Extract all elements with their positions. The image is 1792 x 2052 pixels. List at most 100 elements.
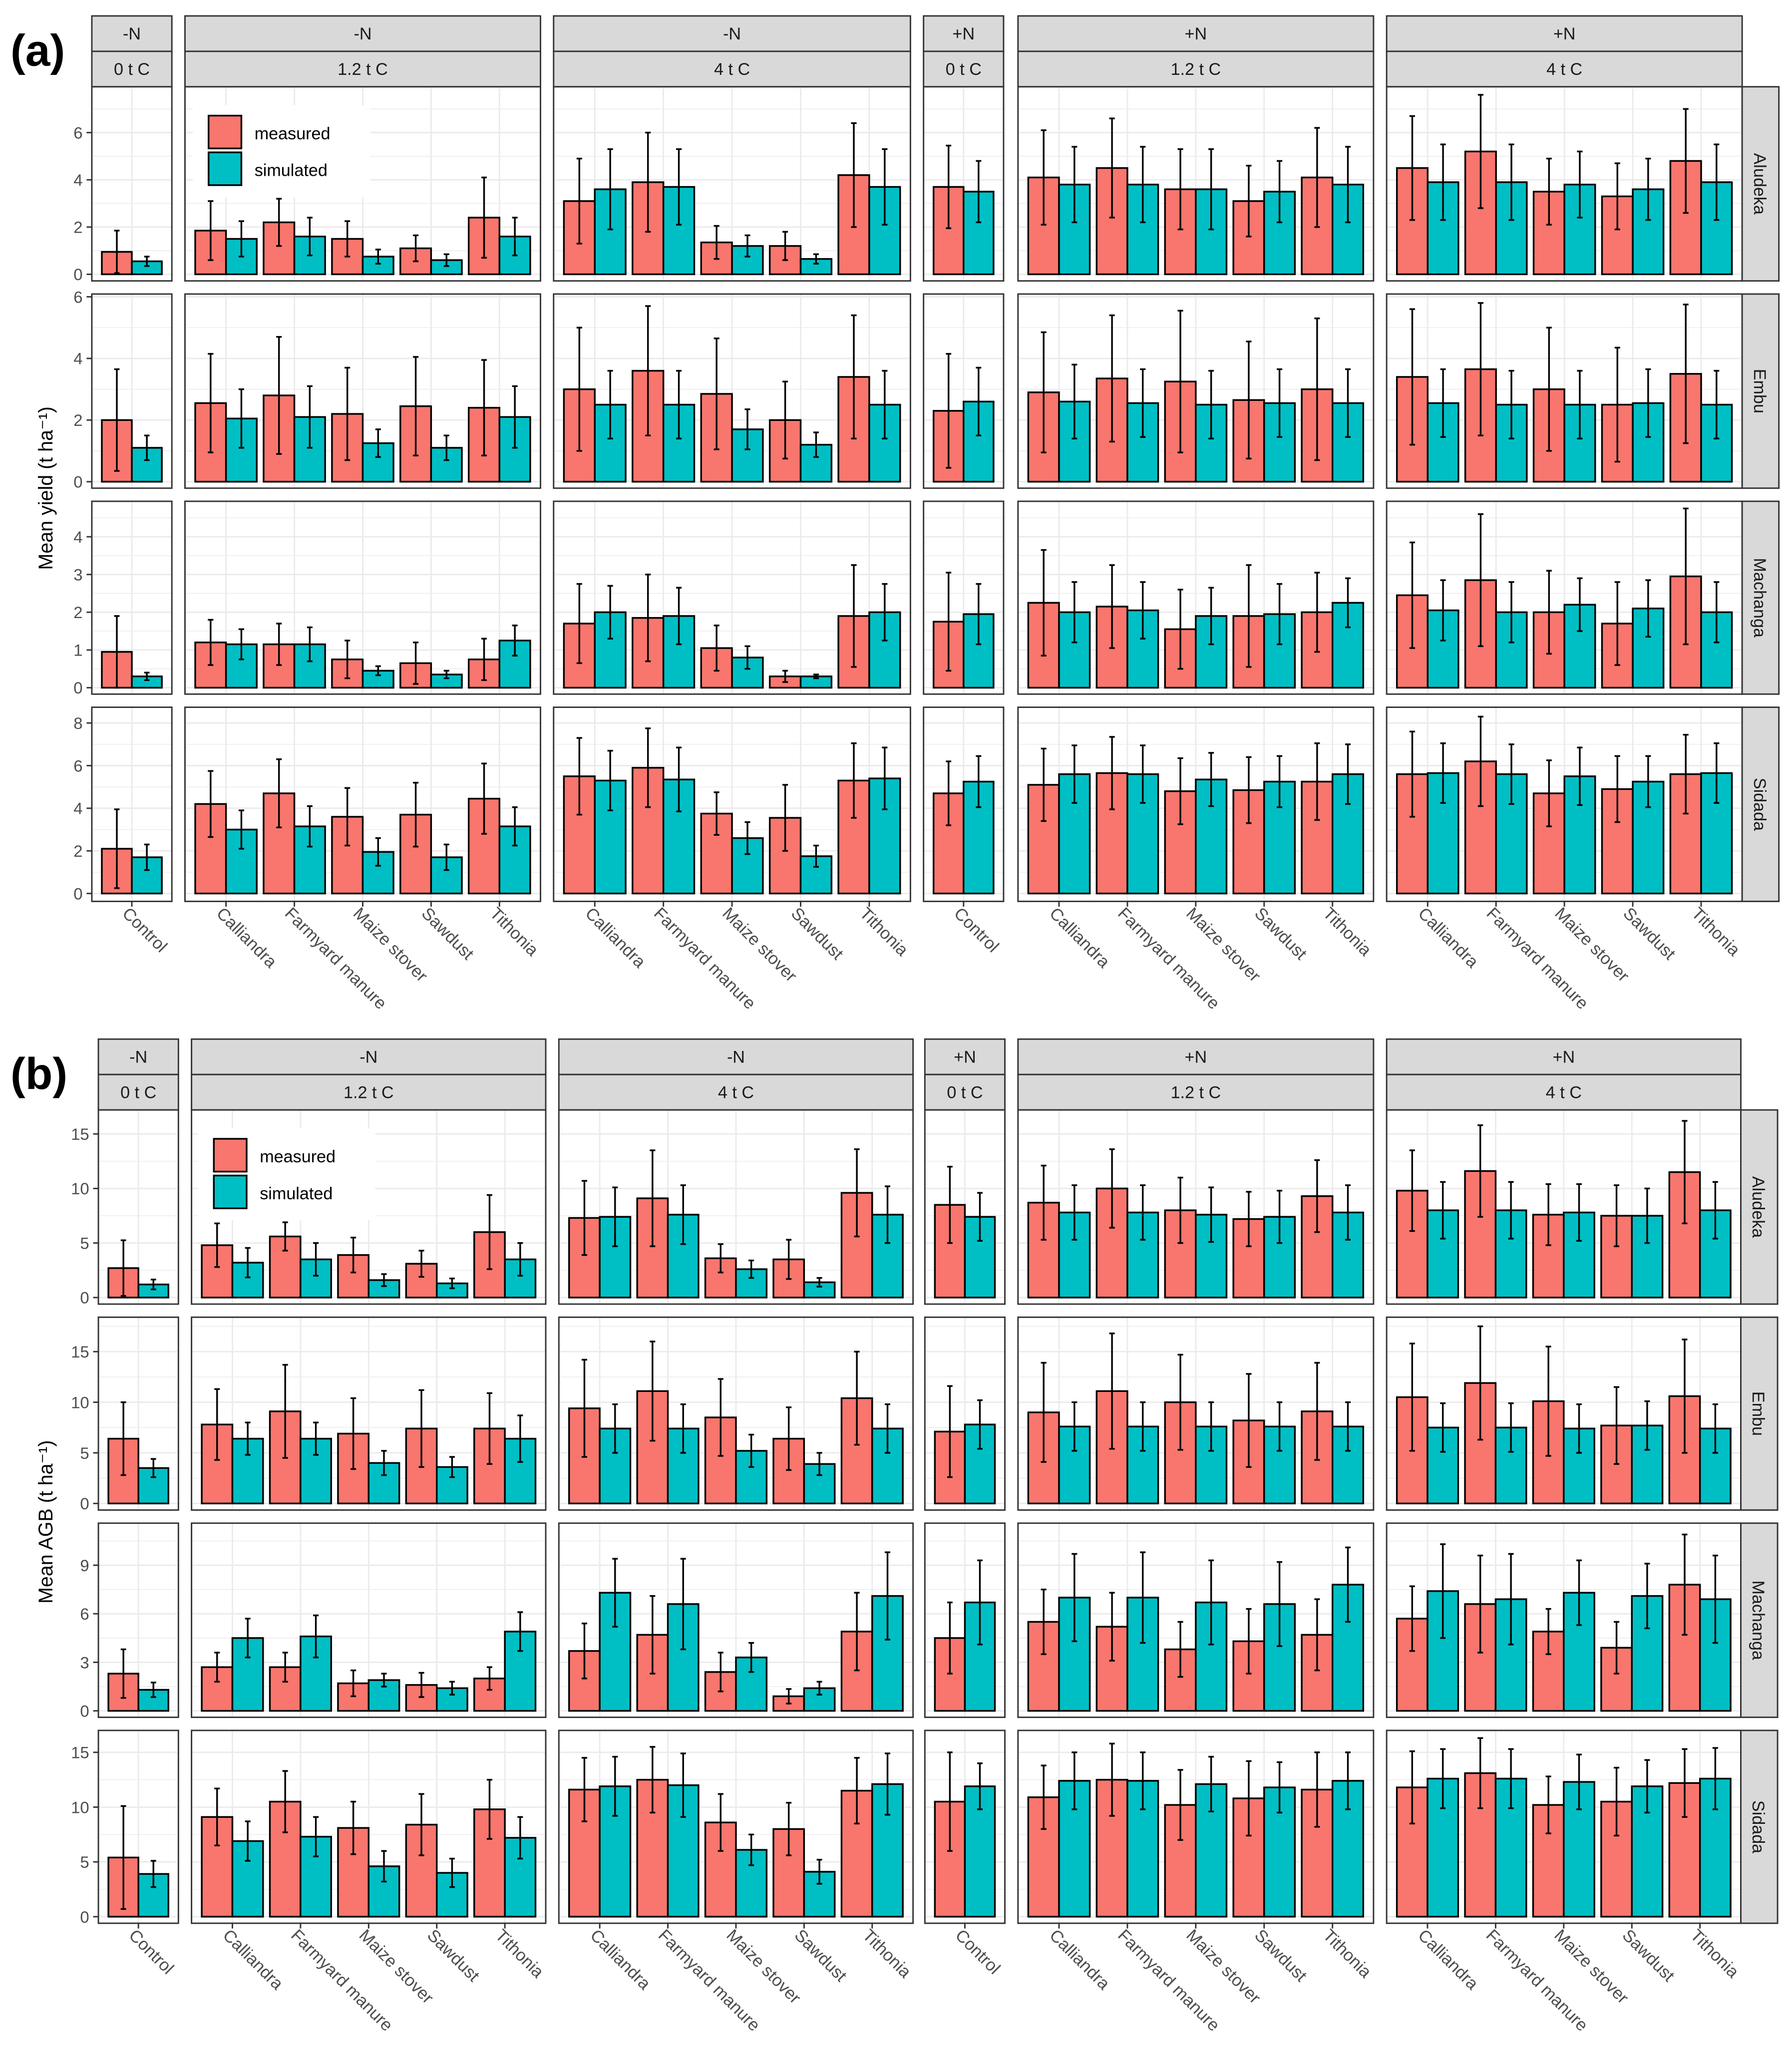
error-bar-simulated xyxy=(313,1242,319,1277)
facet-embu-2 xyxy=(558,1316,914,1511)
error-bar-measured xyxy=(120,1805,126,1910)
error-bar-simulated xyxy=(744,821,750,855)
error-bar-measured xyxy=(714,625,719,672)
facet-embu-4 xyxy=(1017,1316,1375,1511)
y-tick-label: 6 xyxy=(80,1605,89,1623)
y-tick-label: 15 xyxy=(71,1343,89,1361)
x-tick-label: Calliandra xyxy=(1414,1926,1482,1994)
error-bar-simulated xyxy=(443,670,449,680)
x-tick-label: Sawdust xyxy=(423,1926,483,1986)
error-bar-simulated xyxy=(1072,744,1077,804)
error-bar-simulated xyxy=(1072,1751,1077,1810)
strip-carbon xyxy=(1017,50,1375,88)
error-bar-simulated xyxy=(1345,1751,1351,1810)
bar-simulated xyxy=(1563,403,1596,483)
error-bar-simulated xyxy=(882,369,888,440)
error-bar-measured xyxy=(1614,346,1620,463)
error-bar-measured xyxy=(120,1401,126,1476)
error-bar-measured xyxy=(947,1385,953,1478)
facet-sidada-3 xyxy=(924,1729,1006,1924)
facet-sidada-2 xyxy=(558,1729,914,1924)
y-tick-label: 5 xyxy=(80,1234,89,1252)
error-bar-simulated xyxy=(1440,1543,1446,1639)
facet-machanga-5 xyxy=(1386,1522,1742,1718)
facet-sidada-5 xyxy=(1386,706,1743,902)
error-bar-simulated xyxy=(612,1558,618,1628)
error-bar-measured xyxy=(1246,1760,1252,1837)
error-bar-simulated xyxy=(313,1816,319,1857)
panel-b: (b) Mean AGB (t ha⁻¹) -N 0 t C 0 5 10 15 0 5 10 15 0… xyxy=(10,1038,1779,2035)
error-bar-measured xyxy=(1314,742,1320,821)
strip-nitrogen xyxy=(558,1038,914,1075)
facet-border xyxy=(924,1316,1006,1511)
error-bar-simulated xyxy=(1277,368,1283,438)
error-bar-simulated xyxy=(1440,1181,1446,1240)
error-bar-measured xyxy=(1177,1354,1183,1451)
y-tick-label: 9 xyxy=(80,1556,89,1575)
strip-label-nitrogen: -N xyxy=(727,1048,745,1067)
facet-border xyxy=(924,1522,1006,1718)
error-bar-measured xyxy=(1477,94,1483,209)
legend-key-simulated xyxy=(208,151,243,186)
facet-border xyxy=(1017,86,1375,282)
facet-border xyxy=(1017,1109,1375,1305)
error-bar-simulated xyxy=(1277,583,1283,646)
error-bar-simulated xyxy=(1072,581,1077,644)
error-bar-simulated xyxy=(680,1752,686,1818)
facet-border xyxy=(91,500,173,695)
error-bar-measured xyxy=(1177,1621,1183,1678)
facet-aludeka-3 xyxy=(924,1109,1006,1305)
error-bar-simulated xyxy=(307,626,313,663)
error-bar-simulated xyxy=(512,806,518,847)
x-tick-label: Calliandra xyxy=(1046,904,1113,972)
panel-tag: (a) xyxy=(10,25,65,75)
error-bar-measured xyxy=(786,1406,792,1471)
facet-border xyxy=(923,86,1005,282)
error-bar-measured xyxy=(486,1392,492,1465)
facet-border xyxy=(553,86,911,282)
strip-label-carbon: 0 t C xyxy=(947,1083,983,1102)
error-bar-simulated xyxy=(1277,755,1283,808)
y-tick-label: 4 xyxy=(73,799,82,818)
x-tick-label: Calliandra xyxy=(213,904,281,972)
error-bar-simulated xyxy=(748,1642,754,1673)
error-bar-measured xyxy=(576,157,582,245)
error-bar-measured xyxy=(1546,570,1552,655)
strip-label-site: Aludeka xyxy=(1749,1176,1768,1238)
y-tick-label: 8 xyxy=(73,714,82,732)
error-bar-simulated xyxy=(1577,577,1583,632)
error-bar-simulated xyxy=(245,1820,251,1862)
error-bar-simulated xyxy=(1345,1184,1351,1241)
error-bar-measured xyxy=(946,144,952,229)
y-tick-label: 5 xyxy=(80,1853,89,1871)
strip-site xyxy=(1740,1522,1779,1718)
error-bar-simulated xyxy=(238,388,244,449)
y-tick-label: 2 xyxy=(73,218,82,237)
error-bar-measured xyxy=(1177,1176,1183,1244)
error-bar-measured xyxy=(1314,127,1320,228)
error-bar-measured xyxy=(481,359,487,457)
error-bar-simulated xyxy=(1645,579,1651,638)
error-bar-simulated xyxy=(150,1279,156,1291)
facet-machanga-1 xyxy=(191,1522,547,1718)
bar-simulated xyxy=(1332,402,1365,483)
error-bar-simulated xyxy=(744,234,750,258)
facet-machanga-1 xyxy=(184,500,541,695)
error-bar-simulated xyxy=(1508,143,1514,221)
strip-label-site: Sidada xyxy=(1750,778,1769,831)
error-bar-measured xyxy=(1246,564,1252,668)
strip-label-nitrogen: +N xyxy=(1553,1048,1575,1067)
error-bar-simulated xyxy=(976,366,982,436)
error-bar-simulated xyxy=(449,1277,455,1290)
error-bar-simulated xyxy=(1714,143,1720,221)
error-bar-measured xyxy=(1683,507,1689,646)
error-bar-simulated xyxy=(977,1192,983,1242)
facet-border xyxy=(91,86,173,282)
error-bar-simulated xyxy=(1508,1181,1514,1240)
error-bar-measured xyxy=(1545,1346,1551,1457)
strip-label-carbon: 1.2 t C xyxy=(338,60,388,79)
error-bar-simulated xyxy=(375,428,381,458)
facet-sidada-1 xyxy=(184,706,541,902)
y-tick-label: 6 xyxy=(73,123,82,142)
facet-border xyxy=(558,1316,914,1511)
